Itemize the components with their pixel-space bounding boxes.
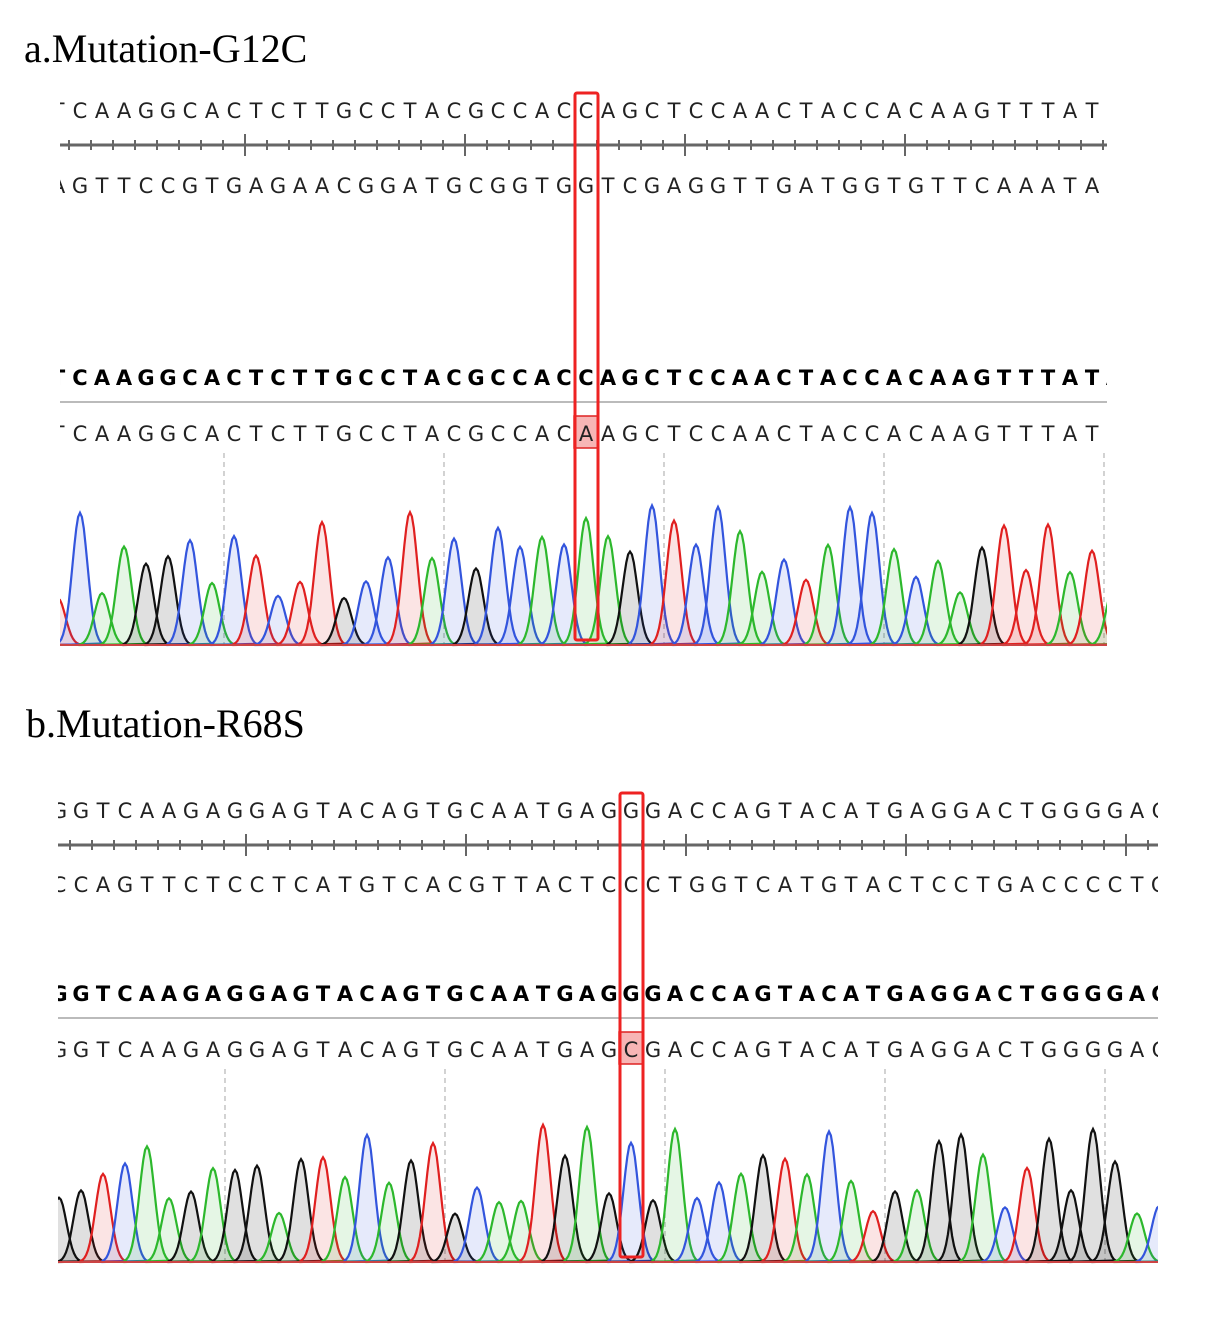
peak bbox=[188, 581, 235, 647]
peak bbox=[1002, 568, 1049, 647]
peak bbox=[496, 544, 547, 647]
peak bbox=[342, 579, 389, 647]
peak bbox=[408, 556, 459, 647]
peak bbox=[1046, 570, 1093, 647]
complement-sequence: AGTTCCGTGAGAACGGATGCGGTGGTCGAGGTTGATGGTG… bbox=[51, 174, 1121, 198]
peak bbox=[321, 1175, 369, 1264]
peak bbox=[298, 519, 348, 647]
peak bbox=[58, 1188, 104, 1264]
peak bbox=[915, 1138, 965, 1264]
top-sequence: GGTCAAGAGGAGTACAGTGCAATGAGGGACCAGTACATGA… bbox=[51, 799, 1166, 823]
peak bbox=[145, 1196, 192, 1264]
peak bbox=[60, 598, 81, 646]
mutation-box bbox=[573, 91, 600, 642]
peak bbox=[1091, 1159, 1142, 1264]
peak bbox=[497, 1199, 544, 1264]
top-sequence: TCAAGGCACTCTTGCCTACGCCACCAGCTCCAACTACCAC… bbox=[51, 99, 1122, 123]
peak bbox=[144, 554, 195, 647]
peak bbox=[122, 561, 170, 647]
peak bbox=[79, 1171, 130, 1264]
peak bbox=[849, 1209, 896, 1264]
reference-sequence: TCAAGGCACTCTTGCCTACGCCACCAGCTCCAACTACCAC… bbox=[51, 366, 1123, 390]
peak bbox=[738, 570, 785, 647]
peak bbox=[518, 534, 568, 647]
peak bbox=[189, 1166, 240, 1264]
peak bbox=[936, 590, 983, 647]
peak bbox=[651, 1126, 701, 1264]
peak bbox=[826, 504, 876, 647]
peak bbox=[893, 1188, 940, 1264]
peak bbox=[475, 1200, 522, 1264]
peak bbox=[541, 1153, 592, 1264]
peak bbox=[717, 1171, 768, 1264]
peak bbox=[232, 553, 283, 647]
peak bbox=[409, 1140, 459, 1264]
peak bbox=[452, 566, 499, 647]
panel-title: b.Mutation-R68S bbox=[26, 701, 305, 746]
peak bbox=[804, 542, 855, 647]
peak bbox=[365, 1181, 412, 1264]
peak bbox=[606, 549, 657, 647]
peak bbox=[1047, 1188, 1094, 1264]
sample-sequence: GGTCAAGAGGAGTACAGTGCAATGAGCGACCAGTACATGA… bbox=[51, 1038, 1166, 1062]
peak bbox=[783, 1172, 834, 1264]
peak bbox=[782, 578, 829, 647]
complement-sequence: CCAGTTCTCCTCATGTCACGTTACTCCCTGGTCATGTACT… bbox=[52, 873, 1167, 897]
peak bbox=[1113, 1212, 1158, 1264]
panel: TCAAGGCACTCTTGCCTACGCCACCAGCTCCAACTACCAC… bbox=[51, 99, 1123, 647]
peak bbox=[628, 502, 678, 647]
peak bbox=[958, 545, 1009, 647]
peak bbox=[254, 594, 301, 647]
peak bbox=[255, 1211, 302, 1264]
peak bbox=[739, 1153, 790, 1264]
peak bbox=[1090, 601, 1107, 647]
peak bbox=[1003, 1165, 1054, 1264]
peak bbox=[695, 1180, 742, 1264]
peak bbox=[58, 1196, 82, 1263]
peak bbox=[101, 1161, 152, 1264]
peak bbox=[431, 1212, 478, 1264]
peak bbox=[1135, 1205, 1158, 1264]
peak bbox=[123, 1144, 173, 1264]
peak bbox=[871, 1189, 918, 1264]
reference-sequence: GGTCAAGAGGAGTACAGTGCAATGAGGGACCAGTACATGA… bbox=[50, 982, 1166, 1006]
sample-sequence: TCAAGGCACTCTTGCCTACGCCACAAGCTCCAACTACCAC… bbox=[51, 422, 1122, 446]
peak bbox=[276, 580, 323, 647]
peak bbox=[959, 1152, 1010, 1264]
peak bbox=[672, 542, 723, 647]
peak bbox=[673, 1196, 720, 1264]
highlight bbox=[618, 1031, 644, 1065]
peak bbox=[277, 1156, 328, 1264]
peak bbox=[1068, 548, 1107, 647]
peak bbox=[387, 1158, 438, 1264]
peak bbox=[233, 1163, 284, 1264]
peak bbox=[892, 575, 939, 647]
peak bbox=[78, 591, 125, 647]
panel-title: a.Mutation-G12C bbox=[24, 26, 307, 71]
peak bbox=[320, 596, 367, 647]
peak bbox=[981, 1205, 1028, 1264]
peak bbox=[60, 510, 106, 647]
peak bbox=[563, 1124, 613, 1264]
mutation-box bbox=[618, 791, 645, 1259]
panel: GGTCAAGAGGAGTACAGTGCAATGAGGGACCAGTACATGA… bbox=[50, 799, 1167, 1264]
peak bbox=[364, 555, 415, 647]
peak bbox=[167, 1189, 214, 1264]
peak bbox=[211, 1168, 262, 1264]
